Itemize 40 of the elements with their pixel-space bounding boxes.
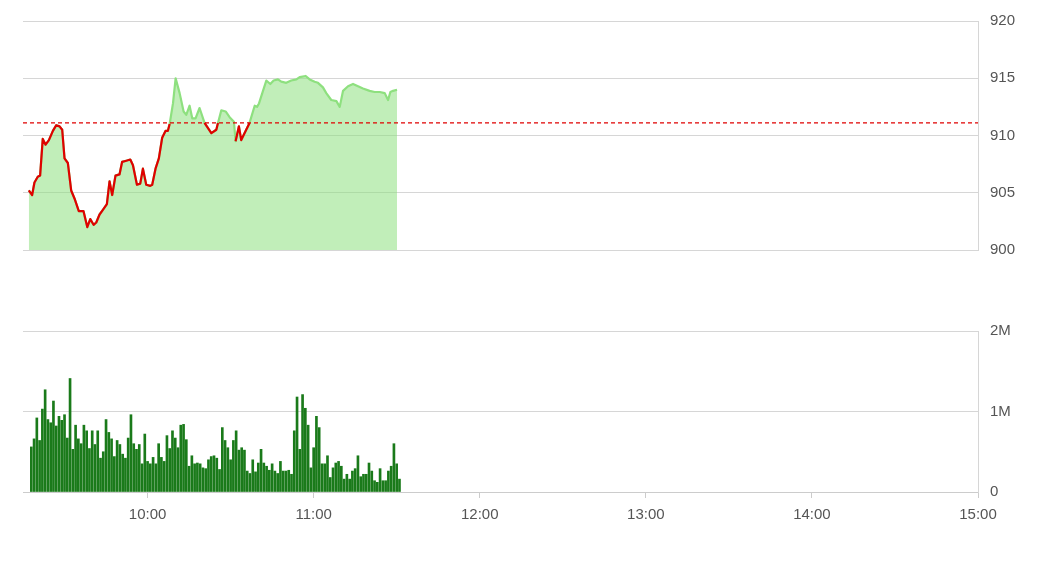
y-tick-label: 910 bbox=[990, 125, 1016, 143]
bar bbox=[279, 461, 282, 492]
x-tick-label: 15:00 bbox=[959, 505, 997, 523]
y-tick-label: 2M bbox=[990, 321, 1011, 339]
bar bbox=[340, 465, 343, 492]
bar bbox=[265, 465, 268, 492]
bar bbox=[74, 424, 77, 492]
y-tick-label: 900 bbox=[990, 240, 1016, 258]
bar bbox=[362, 473, 365, 492]
bar bbox=[90, 430, 94, 492]
bar bbox=[157, 443, 160, 492]
x-tick-label: 12:00 bbox=[460, 505, 499, 523]
bar bbox=[63, 414, 66, 492]
bar bbox=[326, 455, 329, 492]
y-tick-label: 920 bbox=[990, 11, 1016, 29]
bar bbox=[52, 400, 55, 492]
bar bbox=[243, 449, 246, 492]
bar bbox=[182, 424, 185, 492]
bar bbox=[337, 461, 340, 492]
bar bbox=[351, 470, 354, 492]
bar bbox=[334, 462, 338, 492]
bar bbox=[220, 427, 224, 492]
y-tick-label: 0 bbox=[990, 482, 999, 500]
bar bbox=[315, 416, 318, 492]
bar bbox=[143, 433, 147, 492]
bar bbox=[207, 459, 210, 492]
bar bbox=[179, 424, 183, 492]
bar bbox=[251, 459, 255, 492]
bar bbox=[137, 444, 141, 492]
x-tick-label: 11:00 bbox=[295, 505, 332, 523]
y-tick-label: 1M bbox=[990, 401, 1011, 419]
y-tick-label: 915 bbox=[990, 68, 1016, 86]
x-tick-label: 13:00 bbox=[627, 505, 665, 523]
x-tick-label: 14:00 bbox=[793, 505, 831, 523]
bar bbox=[301, 394, 304, 492]
bar bbox=[96, 430, 100, 492]
x-tick-label: 10:00 bbox=[128, 505, 167, 523]
bar bbox=[387, 470, 390, 492]
y-tick-label: 905 bbox=[990, 182, 1016, 200]
bar bbox=[171, 430, 174, 492]
